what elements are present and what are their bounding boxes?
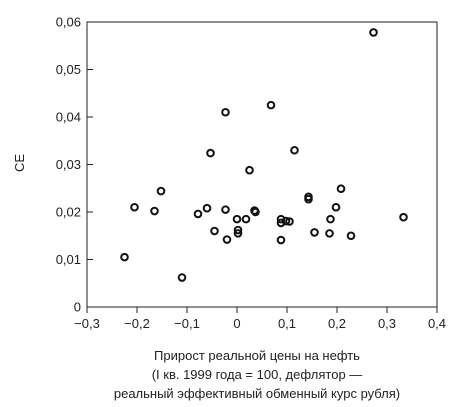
y-tick-label: 0,03 — [56, 157, 81, 172]
data-point — [331, 202, 341, 212]
x-tick-label: 0,2 — [328, 316, 346, 331]
data-point — [150, 206, 159, 216]
x-tick-label: −0,2 — [124, 316, 150, 331]
data-point — [233, 229, 243, 238]
data-point — [210, 226, 219, 236]
data-point — [399, 212, 408, 222]
data-point — [120, 252, 129, 262]
data-point — [156, 186, 166, 196]
x-tick-label: −0,1 — [174, 316, 200, 331]
data-point — [221, 107, 230, 117]
data-point — [285, 217, 294, 226]
y-tick-label: 0 — [74, 300, 81, 315]
y-tick-label: 0,01 — [56, 252, 81, 267]
x-axis: −0,3 −0,2 −0,1 0 0,1 0,2 0,3 0,4 — [74, 307, 446, 331]
data-point — [290, 145, 299, 155]
data-points — [120, 28, 408, 282]
data-point — [310, 228, 319, 237]
data-point — [193, 209, 203, 219]
y-axis: 0 0,01 0,02 0,03 0,04 0,05 0,06 — [56, 15, 93, 315]
x-axis-label-line-1: Прирост реальной цены на нефть — [154, 348, 360, 363]
y-tick-label: 0,05 — [56, 62, 81, 77]
data-point — [266, 100, 276, 110]
data-point — [336, 184, 346, 194]
x-tick-label: 0,1 — [278, 316, 296, 331]
data-point — [276, 235, 286, 245]
y-tick-label: 0,02 — [56, 205, 81, 220]
data-point — [221, 205, 230, 214]
data-point — [206, 148, 215, 158]
data-point — [233, 225, 243, 235]
data-point — [325, 229, 334, 238]
data-point — [326, 214, 335, 224]
data-point — [281, 216, 291, 226]
y-tick-label: 0,06 — [56, 15, 81, 30]
data-point — [202, 203, 212, 213]
data-point — [369, 28, 378, 37]
data-point — [346, 231, 356, 241]
data-point — [251, 207, 260, 217]
x-axis-label-line-3: реальный эффективный обменный курс рубля… — [113, 386, 401, 401]
x-tick-label: −0,3 — [74, 316, 100, 331]
x-axis-label-line-2: (I кв. 1999 года = 100, дефлятор — — [151, 367, 363, 382]
data-point — [304, 194, 313, 204]
data-point — [241, 214, 251, 224]
data-point — [177, 273, 187, 282]
y-axis-label: CE — [12, 154, 27, 172]
data-point — [245, 165, 254, 175]
data-point — [130, 202, 139, 212]
data-point — [232, 214, 242, 224]
data-point — [222, 235, 232, 244]
y-tick-label: 0,04 — [56, 110, 81, 125]
x-tick-label: 0,3 — [378, 316, 396, 331]
x-tick-label: 0,4 — [428, 316, 446, 331]
plot-frame — [86, 21, 438, 308]
x-tick-label: 0 — [233, 316, 240, 331]
plot-area — [86, 21, 438, 308]
